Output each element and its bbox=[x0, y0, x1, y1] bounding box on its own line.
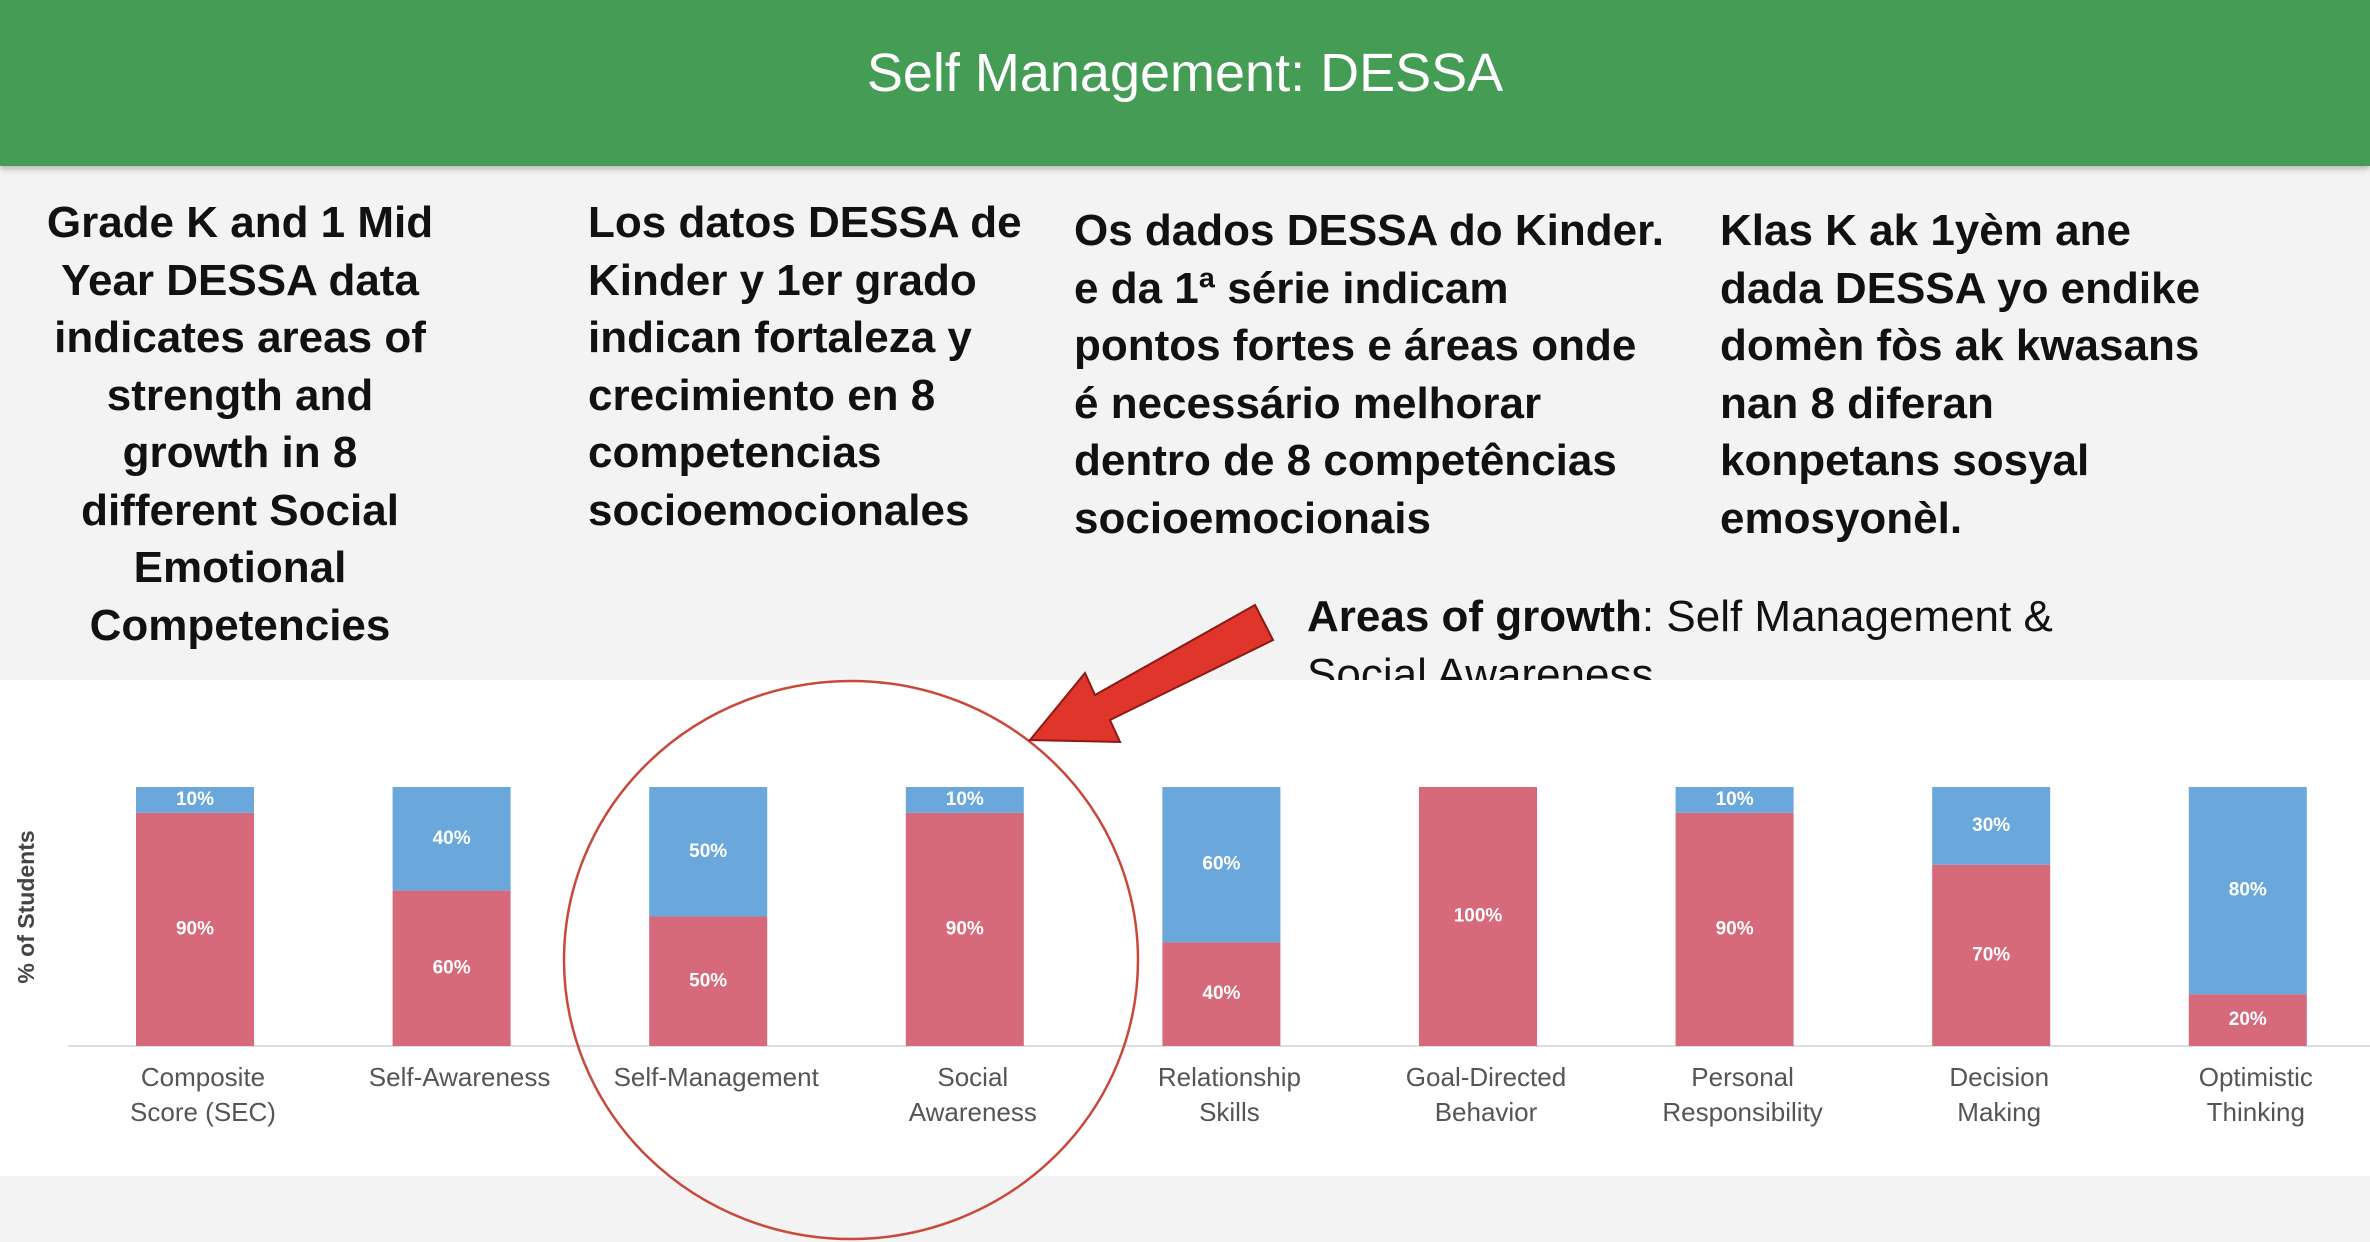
paragraph-line: dada DESSA yo endike bbox=[1720, 263, 2201, 313]
paragraph-line: emosyonèl. bbox=[1720, 493, 1963, 543]
bar-segment bbox=[1675, 787, 1794, 813]
x-tick-label: Thinking bbox=[2207, 1097, 2305, 1127]
paragraph-line: Klas K ak 1yèm ane bbox=[1720, 206, 2131, 255]
paragraph-line: Year DESSA data bbox=[61, 255, 419, 305]
paragraph: Grade K and 1 Mid Year DESSA data indicate… bbox=[30, 194, 450, 654]
slide-title: Self Management: DESSA bbox=[866, 43, 1504, 103]
header: Self Management: DESSA bbox=[0, 0, 2370, 166]
x-tick-label: Behavior bbox=[1435, 1097, 1538, 1127]
x-tick-label: Goal-Directed bbox=[1406, 1062, 1566, 1092]
x-tick-label: Relationship bbox=[1158, 1062, 1301, 1092]
bar-segment bbox=[1419, 787, 1537, 1046]
paragraph-line: indican fortaleza y bbox=[588, 313, 972, 362]
bar-segment bbox=[136, 787, 254, 813]
paragraph-line: strength and bbox=[106, 370, 374, 420]
paragraph-line: socioemocionales bbox=[588, 485, 970, 535]
paragraph-line: indicates areas of bbox=[54, 313, 426, 362]
bar-segment bbox=[2188, 994, 2307, 1046]
bar-segment bbox=[392, 787, 511, 891]
x-tick-label: Personal bbox=[1691, 1062, 1794, 1092]
paragraph-line: nan 8 diferan bbox=[1720, 378, 1994, 428]
value-label: 40% bbox=[1202, 983, 1240, 1004]
callout-text: : Self Management & bbox=[1641, 592, 2053, 641]
value-label: 50% bbox=[689, 841, 727, 862]
paragraph: Klas K ak 1yèm ane dada DESSA yo endike do… bbox=[1720, 202, 2200, 547]
paragraph-line: konpetans sosyal bbox=[1720, 436, 2090, 485]
bar-segment bbox=[1932, 787, 2051, 865]
paragraph: Los datos DESSA de Kinder y 1er grado indi… bbox=[588, 194, 1022, 539]
value-label: 70% bbox=[1972, 944, 2010, 965]
paragraph-line: crecimiento en 8 bbox=[588, 370, 936, 420]
value-label: 10% bbox=[946, 789, 984, 810]
paragraph: Os dados DESSA do Kinder. e da 1ª série i… bbox=[1074, 202, 1664, 547]
value-label: 20% bbox=[2229, 1009, 2267, 1030]
value-label: 100% bbox=[1454, 906, 1503, 927]
value-label: 30% bbox=[1972, 815, 2010, 836]
bar-segment bbox=[1162, 942, 1281, 1046]
paragraph-line: Los datos DESSA de bbox=[588, 198, 1022, 247]
x-tick-label: Making bbox=[1957, 1097, 2041, 1127]
x-tick-label: Self-Awareness bbox=[369, 1062, 551, 1092]
bar-segment bbox=[2188, 787, 2307, 995]
value-label: 10% bbox=[176, 789, 214, 810]
paragraph-line: different Social bbox=[81, 485, 399, 535]
bar-segment bbox=[1932, 864, 2051, 1046]
callout-bold: Areas of growth bbox=[1307, 592, 1642, 641]
bar-segment bbox=[1162, 787, 1281, 943]
x-tick-label: Self-Management bbox=[614, 1062, 820, 1092]
paragraph-line: Competencies bbox=[89, 600, 391, 650]
paragraph-line: dentro de 8 competências bbox=[1074, 436, 1617, 485]
bar-segment bbox=[136, 812, 254, 1046]
x-tick-label: Decision bbox=[1949, 1062, 2049, 1092]
x-tick-label: Score (SEC) bbox=[130, 1097, 276, 1127]
paragraph-line: competencias bbox=[588, 428, 882, 477]
paragraph-line: socioemocionais bbox=[1074, 493, 1432, 543]
paragraph-line: pontos fortes e áreas onde bbox=[1074, 321, 1637, 370]
y-axis-label: % of Students bbox=[13, 830, 39, 983]
bar-segment bbox=[392, 890, 511, 1046]
x-tick-label: Composite bbox=[141, 1062, 265, 1092]
value-label: 50% bbox=[689, 970, 727, 991]
paragraph-line: domèn fòs ak kwasans bbox=[1720, 321, 2200, 370]
paragraph-line: Grade K and 1 Mid bbox=[46, 198, 434, 247]
x-tick-label: Responsibility bbox=[1662, 1097, 1822, 1127]
paragraph-line: Os dados DESSA do Kinder. bbox=[1074, 206, 1665, 255]
value-label: 40% bbox=[433, 828, 471, 849]
value-label: 60% bbox=[433, 957, 471, 978]
x-tick-label: Skills bbox=[1199, 1097, 1260, 1127]
value-label: 60% bbox=[1202, 854, 1240, 875]
paragraph-line: Kinder y 1er grado bbox=[588, 255, 977, 305]
x-tick-label: Awareness bbox=[909, 1097, 1037, 1127]
value-label: 90% bbox=[176, 918, 214, 939]
value-label: 80% bbox=[2229, 880, 2267, 901]
value-label: 10% bbox=[1716, 789, 1754, 810]
value-label: 90% bbox=[1716, 918, 1754, 939]
value-label: 90% bbox=[946, 918, 984, 939]
x-tick-label: Optimistic bbox=[2199, 1062, 2313, 1092]
paragraph-line: e da 1ª série indicam bbox=[1074, 263, 1509, 313]
paragraph-line: growth in 8 bbox=[122, 428, 358, 477]
paragraph-line: Emotional bbox=[133, 543, 347, 592]
bar-segment bbox=[1675, 812, 1794, 1046]
x-tick-label: Social bbox=[937, 1062, 1008, 1092]
paragraph-line: é necessário melhorar bbox=[1074, 378, 1542, 428]
